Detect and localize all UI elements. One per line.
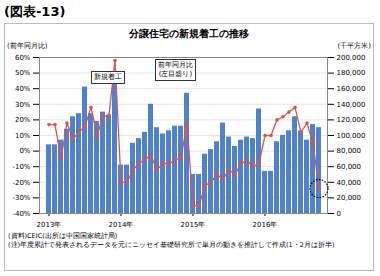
svg-text:-20%: -20% — [12, 179, 30, 187]
svg-text:0: 0 — [337, 210, 341, 218]
svg-text:2014年: 2014年 — [109, 221, 134, 229]
html-text:(注)年度累計で発表されるデータを元にニッセイ基礎研究所で単: (注)年度累計で発表されるデータを元にニッセイ基礎研究所で単月の動きを推計して作… — [8, 241, 335, 249]
svg-text:60,000: 60,000 — [337, 163, 362, 171]
svg-text:60%: 60% — [15, 54, 31, 62]
svg-text:-30%: -30% — [12, 194, 30, 202]
svg-text:120,000: 120,000 — [337, 116, 366, 124]
svg-text:2016年: 2016年 — [253, 221, 278, 229]
svg-text:-10%: -10% — [12, 163, 30, 171]
svg-text:160,000: 160,000 — [337, 85, 366, 93]
svg-text:20%: 20% — [15, 116, 31, 124]
html-text:前年同月比: 前年同月比 — [158, 61, 193, 69]
svg-text:-40%: -40% — [12, 210, 30, 218]
svg-text:100,000: 100,000 — [337, 132, 366, 140]
html-text:(資料)CEIC(出所は中国国家統計局): (資料)CEIC(出所は中国国家統計局) — [8, 232, 118, 240]
svg-text:10%: 10% — [15, 132, 31, 140]
html-text:(前年同月比): (前年同月比) — [7, 42, 48, 50]
svg-text:40,000: 40,000 — [337, 179, 362, 187]
svg-text:200,000: 200,000 — [337, 54, 366, 62]
html-text:(左目盛り): (左目盛り) — [158, 70, 193, 78]
html-text:(図表-13): (図表-13) — [4, 4, 66, 19]
svg-text:0%: 0% — [19, 147, 30, 155]
svg-text:40%: 40% — [15, 85, 31, 93]
svg-text:180,000: 180,000 — [337, 69, 366, 77]
svg-text:2013年: 2013年 — [37, 221, 62, 229]
svg-text:80,000: 80,000 — [337, 147, 362, 155]
html-text:新規着工: 新規着工 — [94, 73, 122, 81]
svg-text:2015年: 2015年 — [181, 221, 206, 229]
html-text:(千平方米): (千平方米) — [337, 42, 371, 50]
svg-text:30%: 30% — [15, 101, 31, 109]
svg-text:20,000: 20,000 — [337, 194, 362, 202]
svg-text:140,000: 140,000 — [337, 101, 366, 109]
html-text:分譲住宅の新規着工の推移: 分譲住宅の新規着工の推移 — [129, 28, 249, 39]
svg-text:50%: 50% — [15, 69, 31, 77]
